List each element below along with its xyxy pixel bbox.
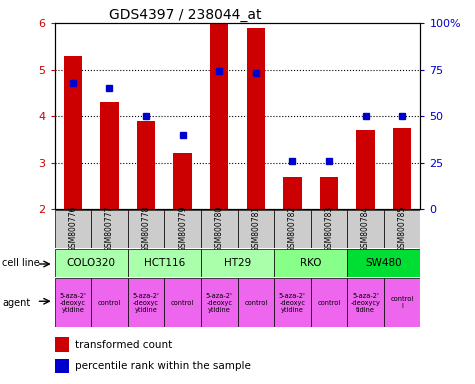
Bar [393,128,411,209]
Bar [201,210,238,248]
Text: GSM800777: GSM800777 [105,206,114,252]
Text: GSM800784: GSM800784 [361,206,370,252]
Bar [311,210,347,248]
Text: control: control [98,300,121,306]
Text: RKO: RKO [300,258,322,268]
Text: percentile rank within the sample: percentile rank within the sample [75,361,251,371]
Text: HT29: HT29 [224,258,251,268]
Bar [55,338,69,352]
Text: control: control [244,300,267,306]
Bar [91,278,128,327]
Bar [201,249,274,277]
Bar [384,278,420,327]
Text: transformed count: transformed count [75,339,172,350]
Text: GDS4397 / 238044_at: GDS4397 / 238044_at [109,8,262,22]
Bar [347,210,384,248]
Bar [247,28,265,209]
Bar [274,278,311,327]
Text: GSM800783: GSM800783 [324,206,333,252]
Bar [55,210,91,248]
Bar [347,278,384,327]
Bar [173,154,192,209]
Bar [64,56,82,209]
Bar [100,102,119,209]
Text: control: control [171,300,194,306]
Text: 5-aza-2'
-deoxycy
tidine: 5-aza-2' -deoxycy tidine [351,293,380,313]
Text: 5-aza-2'
-deoxyc
ytidine: 5-aza-2' -deoxyc ytidine [206,293,233,313]
Text: agent: agent [2,298,30,308]
Text: SW480: SW480 [365,258,402,268]
Bar [128,278,164,327]
Text: cell line: cell line [2,258,40,268]
Text: 5-aza-2'
-deoxyc
ytidine: 5-aza-2' -deoxyc ytidine [279,293,306,313]
Text: GSM800779: GSM800779 [178,206,187,252]
Bar [128,210,164,248]
Bar [384,210,420,248]
Bar [210,23,228,209]
Bar [356,130,375,209]
Text: 5-aza-2'
-deoxyc
ytidine: 5-aza-2' -deoxyc ytidine [59,293,86,313]
Text: control: control [317,300,341,306]
Bar [55,249,128,277]
Bar [238,210,274,248]
Bar [320,177,338,209]
Text: GSM800781: GSM800781 [251,206,260,252]
Bar [164,210,201,248]
Bar [91,210,128,248]
Bar [311,278,347,327]
Bar [128,249,201,277]
Bar [164,278,201,327]
Text: GSM800785: GSM800785 [398,206,407,252]
Text: 5-aza-2'
-deoxyc
ytidine: 5-aza-2' -deoxyc ytidine [133,293,160,313]
Bar [238,278,274,327]
Text: GSM800778: GSM800778 [142,206,151,252]
Bar [137,121,155,209]
Bar [274,210,311,248]
Bar [274,249,347,277]
Bar [55,359,69,373]
Text: COLO320: COLO320 [66,258,116,268]
Text: HCT116: HCT116 [144,258,185,268]
Text: GSM800780: GSM800780 [215,206,224,252]
Bar [347,249,420,277]
Bar [55,278,91,327]
Bar [283,177,302,209]
Text: control
l: control l [390,296,414,309]
Text: GSM800782: GSM800782 [288,206,297,252]
Text: GSM800776: GSM800776 [68,206,77,252]
Bar [201,278,238,327]
